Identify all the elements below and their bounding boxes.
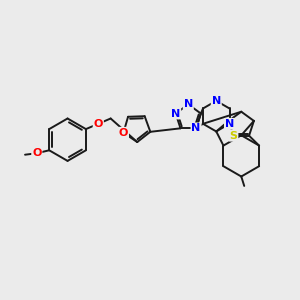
Text: S: S xyxy=(230,131,238,141)
Text: N: N xyxy=(171,109,180,118)
Text: N: N xyxy=(212,96,221,106)
Text: N: N xyxy=(184,99,193,110)
Text: N: N xyxy=(225,119,234,129)
Text: N: N xyxy=(191,123,201,133)
Text: O: O xyxy=(119,128,128,138)
Text: O: O xyxy=(94,119,103,129)
Text: O: O xyxy=(32,148,41,158)
